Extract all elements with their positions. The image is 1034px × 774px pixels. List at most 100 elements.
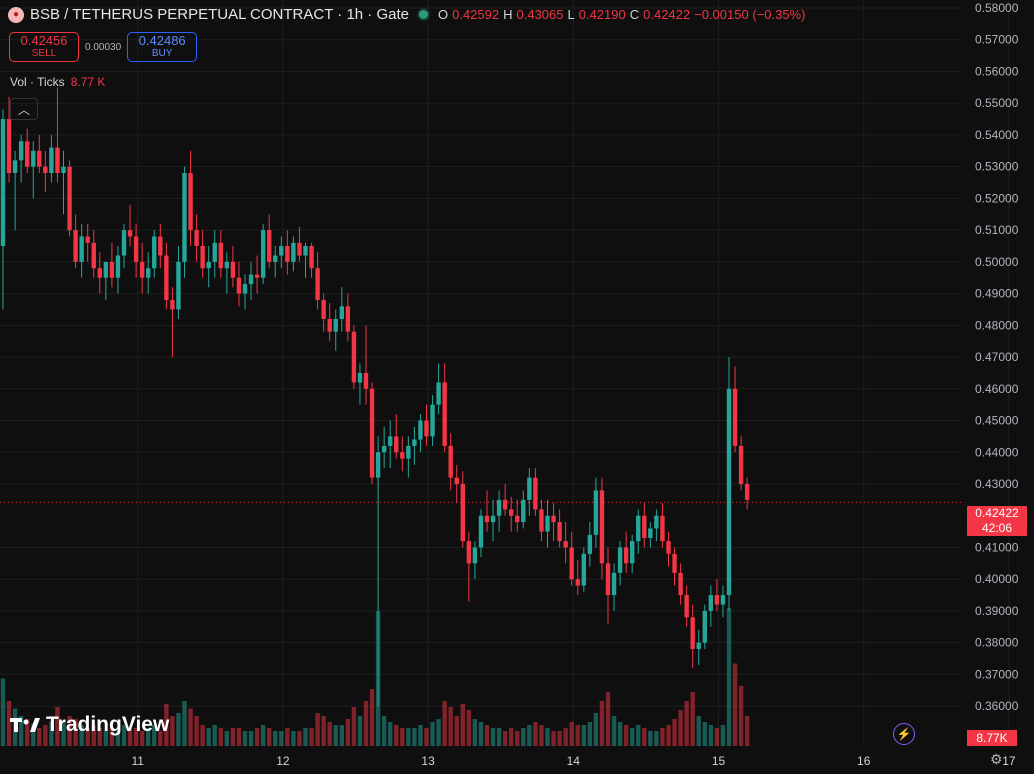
- candle-body: [224, 261, 230, 269]
- volume-bar: [188, 708, 193, 746]
- candle-body: [381, 445, 387, 453]
- ohlc-values: O 0.42592 H 0.43065 L 0.42190 C 0.42422 −0.0…: [438, 7, 805, 22]
- candle-body: [412, 439, 417, 446]
- last-price-tag: 0.42422 42:06: [967, 506, 1027, 536]
- volume-bar: [678, 710, 683, 746]
- volume-bar: [702, 722, 707, 746]
- volume-bar: [260, 725, 266, 746]
- volume-bar: [406, 728, 411, 746]
- volume-bar: [527, 725, 532, 746]
- candle-body: [599, 490, 605, 564]
- candle-body: [297, 242, 302, 256]
- candle-body: [678, 572, 683, 596]
- sell-label: SELL: [31, 48, 57, 59]
- volume-bar: [146, 728, 151, 746]
- candle-body: [152, 236, 157, 269]
- candle-body: [121, 230, 127, 256]
- candle-body: [218, 242, 223, 269]
- collapse-chevron-icon[interactable]: ︿: [10, 98, 38, 120]
- volume-bar: [339, 725, 344, 746]
- candle-body: [194, 230, 199, 246]
- volume-bar: [732, 663, 738, 746]
- candle-body: [478, 515, 484, 548]
- price-axis[interactable]: 0.58000 0.57000 0.56000 0.55000 0.54000 0.530…: [975, 1, 1019, 713]
- candle-body: [551, 515, 556, 523]
- time-axis-bg: [0, 746, 1034, 774]
- volume-bar: [333, 725, 338, 746]
- candle-body: [400, 452, 405, 459]
- candle-body: [25, 141, 30, 167]
- volume-bar: [158, 731, 163, 746]
- volume-bar: [194, 716, 199, 746]
- lightning-icon[interactable]: ⚡: [893, 723, 915, 745]
- candle-body: [533, 477, 538, 510]
- chart-header: ● BSB / TETHERUS PERPETUAL CONTRACT · 1h…: [8, 6, 805, 23]
- sell-button[interactable]: 0.42456 SELL: [9, 32, 79, 62]
- time-axis[interactable]: 11 12 13 14 15 16 17: [0, 746, 1034, 774]
- time-tick-label: 16: [857, 754, 871, 768]
- candle-body: [726, 388, 732, 596]
- candle-body: [146, 268, 151, 278]
- buy-button[interactable]: 0.42486 BUY: [127, 32, 198, 62]
- candle-body: [212, 242, 217, 262]
- tradingview-logo-icon: [10, 718, 40, 732]
- candle-body: [545, 515, 550, 532]
- candle-body: [254, 274, 260, 278]
- volume-bar: [18, 716, 24, 746]
- candle-body: [363, 372, 369, 389]
- candle-body: [97, 268, 102, 278]
- candle-body: [279, 246, 284, 256]
- candle-body: [696, 642, 701, 650]
- volume-bar: [587, 722, 593, 746]
- volume-bar: [0, 678, 6, 746]
- volume-bar: [127, 728, 133, 746]
- volume-bar: [720, 725, 726, 746]
- candle-body: [623, 547, 629, 564]
- volume-bar: [327, 722, 332, 746]
- volume-bar: [291, 731, 296, 746]
- candle-body: [375, 452, 381, 478]
- price-tick-label: 0.54000: [975, 128, 1019, 142]
- price-tick-label: 0.36000: [975, 699, 1019, 713]
- candle-body: [472, 547, 478, 564]
- volume-bar: [345, 719, 351, 746]
- volume-bar: [369, 689, 375, 746]
- candle-body: [333, 318, 338, 332]
- volume-bar: [381, 716, 387, 746]
- candle-body: [267, 230, 272, 262]
- volume-bar: [25, 719, 30, 746]
- high-label: H: [503, 7, 513, 22]
- volume-bar: [502, 731, 508, 746]
- time-tick-label: 15: [712, 754, 726, 768]
- candle-body: [85, 236, 90, 243]
- candle-body: [37, 150, 42, 167]
- volume-bar: [103, 731, 109, 746]
- volume-bar: [212, 725, 217, 746]
- volume-bar: [394, 725, 399, 746]
- candle-body: [12, 160, 18, 174]
- volume-bar: [6, 701, 12, 746]
- gear-icon[interactable]: ⚙: [990, 751, 1003, 767]
- price-tick-label: 0.40000: [975, 572, 1019, 586]
- candle-body: [424, 420, 429, 437]
- tradingview-brand[interactable]: TradingView: [10, 713, 169, 737]
- volume-bar: [49, 722, 54, 746]
- market-status-icon: [418, 10, 428, 19]
- volume-bar: [430, 722, 435, 746]
- candle-body: [684, 595, 689, 618]
- low-label: L: [567, 7, 575, 22]
- candle-body: [496, 499, 502, 516]
- volume-bar: [309, 728, 314, 746]
- time-tick-label: 13: [421, 754, 435, 768]
- volume-bar: [684, 701, 689, 746]
- buy-label: BUY: [151, 48, 173, 59]
- volume-bar: [490, 728, 496, 746]
- volume-bar: [357, 716, 363, 746]
- volume-bar: [557, 731, 562, 746]
- volume-legend[interactable]: Vol · Ticks 8.77 K: [10, 75, 105, 89]
- volume-bar: [67, 716, 72, 746]
- spread-value: 0.00030: [85, 41, 122, 53]
- symbol-title[interactable]: BSB / TETHERUS PERPETUAL CONTRACT · 1h ·…: [30, 6, 409, 23]
- volume-bar: [539, 725, 544, 746]
